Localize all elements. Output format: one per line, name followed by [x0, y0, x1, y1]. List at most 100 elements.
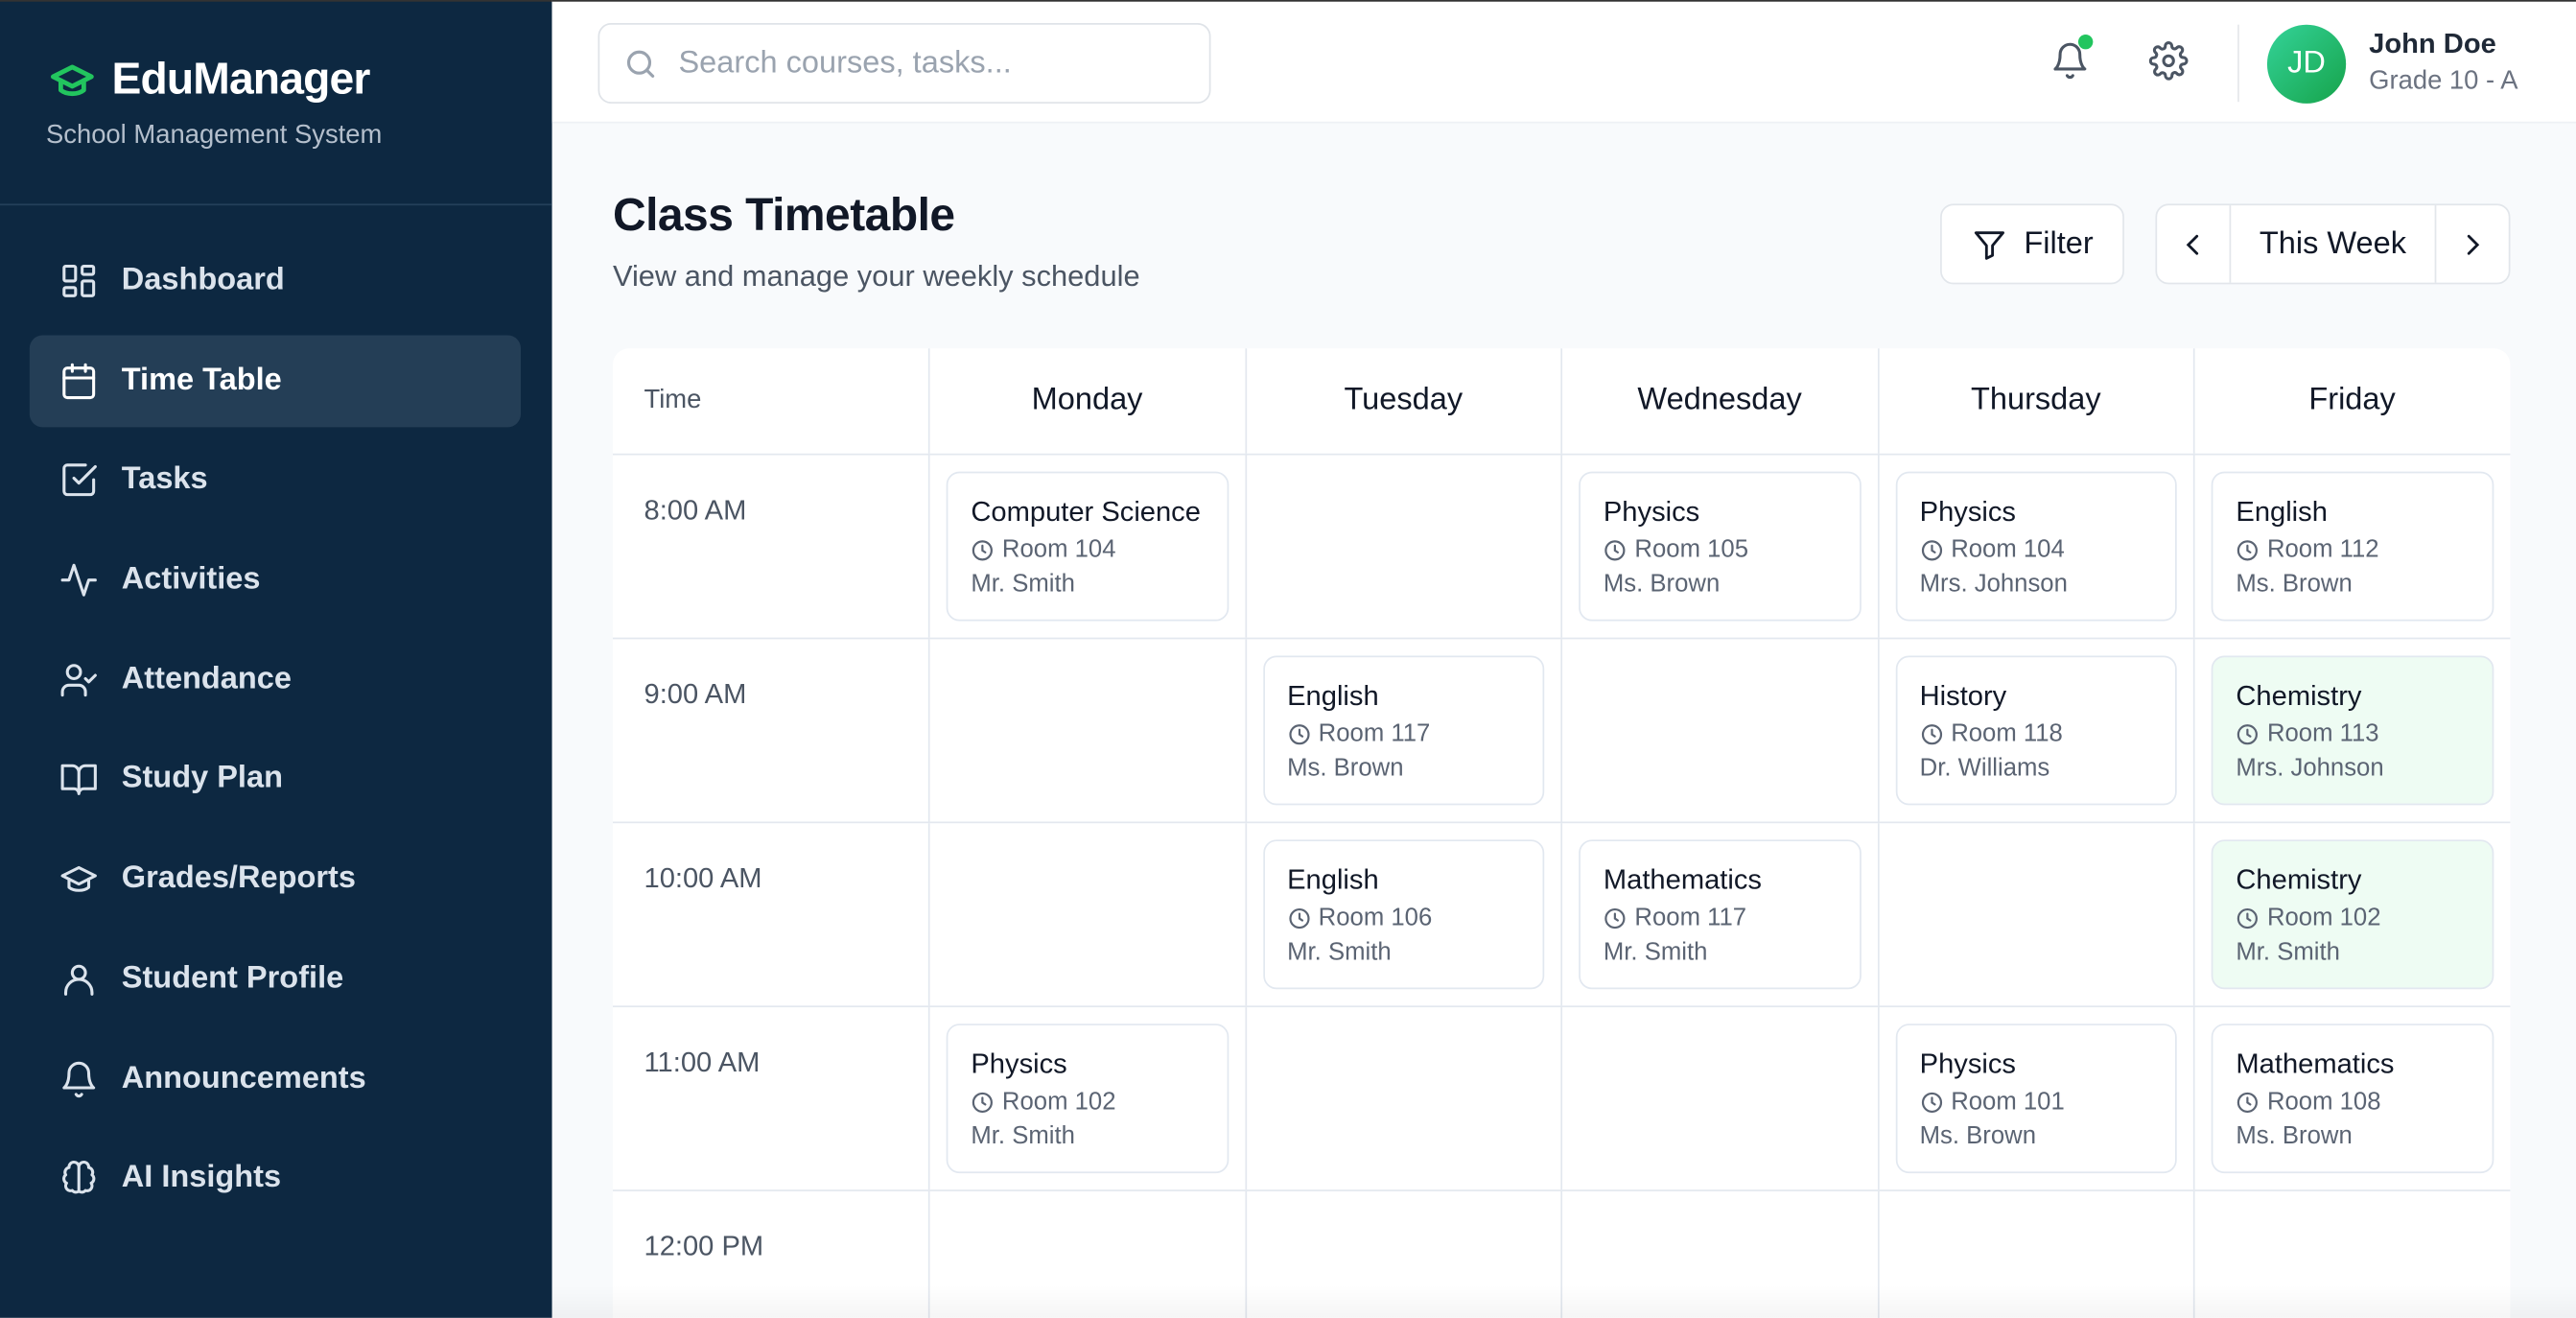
timetable-cell [927, 1190, 1245, 1318]
class-room: Room 106 [1318, 904, 1433, 932]
week-label[interactable]: This Week [2229, 205, 2437, 283]
class-card[interactable]: Chemistry Room 102 Mr. Smith [2211, 839, 2494, 990]
class-room: Room 117 [1318, 719, 1431, 748]
sidebar-item-label: Time Table [121, 363, 282, 398]
day-header: Thursday [1877, 348, 2193, 454]
class-card[interactable]: Computer Science Room 104 Mr. Smith [946, 471, 1229, 622]
previous-week-button[interactable] [2157, 205, 2229, 283]
checkbox-icon [62, 463, 97, 497]
sidebar-item-label: Tasks [121, 461, 208, 497]
day-header: Tuesday [1244, 348, 1561, 454]
day-header: Monday [927, 348, 1245, 454]
sidebar-item-time-table[interactable]: Time Table [29, 334, 522, 427]
brain-icon [62, 1161, 96, 1194]
class-subject: Physics [1919, 1047, 2016, 1080]
class-subject: Mathematics [2236, 1047, 2395, 1080]
brand-subtitle: School Management System [45, 121, 383, 150]
timetable-row: 12:00 PM [613, 1190, 2511, 1318]
timetable-header-row: Time Monday Tuesday Wednesday Thursday Friday [612, 348, 2511, 456]
timetable-grid: Time Monday Tuesday Wednesday Thursday Friday… [612, 348, 2511, 1318]
sidebar-item-tasks[interactable]: Tasks [30, 435, 521, 527]
class-room: Room 105 [1634, 535, 1749, 564]
next-week-button[interactable] [2436, 205, 2508, 283]
dashboard-icon [62, 264, 96, 297]
week-navigator: This Week [2155, 203, 2511, 285]
timetable-cell [1244, 1007, 1561, 1190]
sidebar-item-attendance[interactable]: Attendance [30, 634, 521, 726]
class-subject: Mathematics [1603, 864, 1762, 896]
notifications-button[interactable] [2050, 34, 2094, 84]
time-slot-label: 8:00 AM [644, 494, 747, 527]
sidebar: EduManager School Management System Dash… [0, 0, 552, 1318]
class-teacher: Ms. Brown [2236, 570, 2353, 599]
timetable-cell [927, 823, 1245, 1006]
sidebar-item-label: Grades/Reports [121, 860, 356, 896]
filter-button[interactable]: Filter [1940, 203, 2124, 285]
class-card[interactable]: English Room 112 Ms. Brown [2211, 471, 2494, 622]
sidebar-item-label: Study Plan [121, 761, 283, 796]
timetable-cell [2192, 1190, 2510, 1318]
sidebar-item-label: Activities [121, 561, 261, 597]
class-card[interactable]: Physics Room 101 Ms. Brown [1894, 1024, 2177, 1174]
class-card[interactable]: Mathematics Room 117 Mr. Smith [1579, 839, 1861, 990]
class-teacher: Ms. Brown [2236, 1121, 2353, 1151]
class-teacher: Ms. Brown [1919, 1121, 2037, 1151]
settings-button[interactable] [2148, 41, 2192, 84]
sidebar-divider [0, 203, 552, 206]
clock-icon [1288, 723, 1309, 744]
class-card[interactable]: English Room 106 Mr. Smith [1262, 839, 1545, 990]
activity-icon [60, 563, 97, 597]
sidebar-item-label: Announcements [121, 1060, 366, 1095]
sidebar-item-ai-insights[interactable]: AI Insights [30, 1133, 521, 1225]
clock-icon [1921, 539, 1942, 560]
timetable-cell: Physics Room 105 Ms. Brown [1560, 455, 1877, 638]
class-card[interactable]: Physics Room 102 Mr. Smith [946, 1024, 1229, 1174]
time-slot-label: 9:00 AM [644, 678, 747, 711]
brand-logo[interactable]: EduManager [46, 55, 370, 106]
clock-icon [2236, 723, 2258, 744]
timetable-cell [1560, 1007, 1877, 1190]
notification-dot [2077, 34, 2094, 50]
sidebar-item-announcements[interactable]: Announcements [30, 1033, 521, 1125]
class-subject: English [1287, 864, 1379, 896]
time-slot-label: 12:00 PM [644, 1231, 764, 1262]
search-icon [626, 49, 655, 78]
timetable-cell [927, 639, 1245, 822]
timetable-cell: Mathematics Room 108 Ms. Brown [2192, 1007, 2510, 1190]
class-teacher: Dr. Williams [1919, 754, 2050, 783]
timetable-cell: History Room 118 Dr. Williams [1877, 639, 2193, 822]
class-card[interactable]: Chemistry Room 113 Mrs. Johnson [2211, 655, 2494, 806]
calendar-icon [62, 363, 96, 399]
sidebar-item-label: Dashboard [121, 263, 285, 298]
class-card[interactable]: English Room 117 Ms. Brown [1262, 655, 1545, 806]
sidebar-item-label: Student Profile [121, 960, 344, 996]
search-input[interactable] [678, 45, 1172, 82]
timetable-cell [1560, 639, 1877, 822]
avatar[interactable]: JD [2266, 24, 2347, 104]
timetable-cell: English Room 117 Ms. Brown [1244, 639, 1561, 822]
timetable-cell [1877, 823, 2193, 1006]
sidebar-item-student-profile[interactable]: Student Profile [30, 933, 521, 1025]
class-teacher: Mr. Smith [971, 570, 1075, 599]
sidebar-item-label: AI Insights [121, 1160, 282, 1195]
book-icon [60, 765, 97, 796]
class-teacher: Mr. Smith [2236, 938, 2340, 967]
search-box[interactable] [597, 22, 1211, 104]
timetable-cell: Chemistry Room 102 Mr. Smith [2192, 823, 2510, 1006]
top-header: JD John Doe Grade 10 - A [551, 0, 2576, 124]
sidebar-item-grades-reports[interactable]: Grades/Reports [30, 834, 521, 926]
class-card[interactable]: Physics Room 105 Ms. Brown [1579, 471, 1861, 622]
class-card[interactable]: History Room 118 Dr. Williams [1894, 655, 2177, 806]
class-room: Room 113 [2266, 719, 2379, 748]
timetable-cell: English Room 106 Mr. Smith [1244, 823, 1561, 1006]
sidebar-item-activities[interactable]: Activities [30, 534, 521, 626]
sidebar-item-study-plan[interactable]: Study Plan [30, 734, 521, 826]
class-card[interactable]: Mathematics Room 108 Ms. Brown [2211, 1024, 2494, 1174]
class-card[interactable]: Physics Room 104 Mrs. Johnson [1894, 471, 2177, 622]
graduation-cap-icon [60, 866, 97, 892]
class-teacher: Mr. Smith [1287, 938, 1392, 967]
class-subject: Chemistry [2236, 680, 2362, 712]
bottom-fade [551, 1284, 2576, 1318]
sidebar-item-dashboard[interactable]: Dashboard [30, 235, 521, 327]
timetable-row: 11:00 AM Physics Room 102 Mr. Smith Physics R… [612, 1007, 2511, 1191]
